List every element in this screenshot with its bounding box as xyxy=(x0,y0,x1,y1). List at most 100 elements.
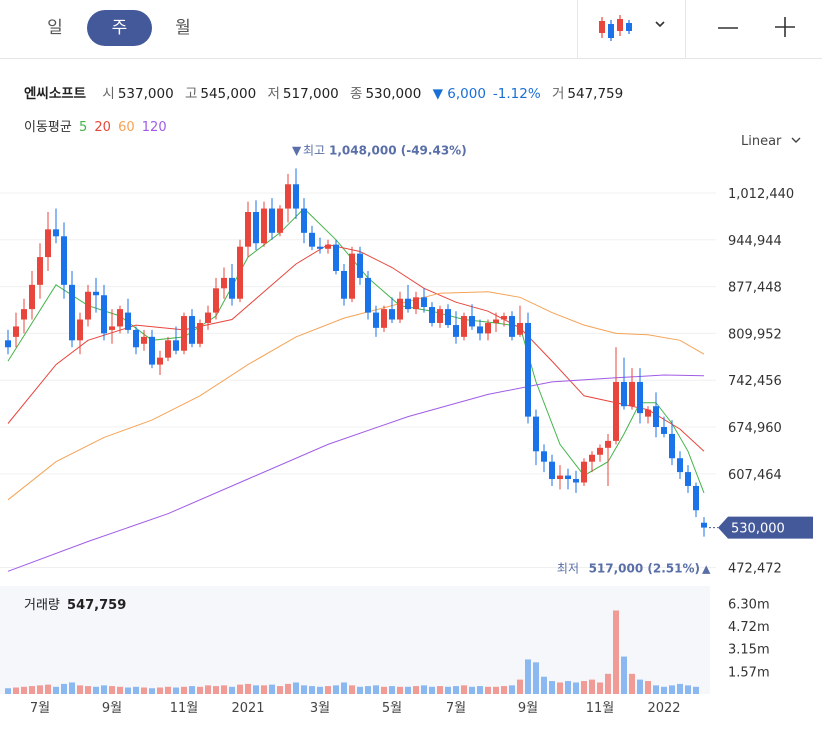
candle-body xyxy=(485,322,491,334)
x-tick-label: 11월 xyxy=(170,701,199,716)
candle-body xyxy=(125,312,131,330)
plus-icon[interactable] xyxy=(774,16,796,38)
volume-bar xyxy=(93,686,99,694)
candle-body xyxy=(85,291,91,320)
candle-body xyxy=(277,208,283,233)
tab-week[interactable]: 주 xyxy=(87,10,152,46)
volume-bar xyxy=(45,684,51,694)
volume-bar xyxy=(205,685,211,694)
volume-bar xyxy=(301,685,307,694)
x-tick-label: 9월 xyxy=(102,701,122,716)
volume-bar xyxy=(389,686,395,694)
candle xyxy=(325,239,331,254)
volume-bar xyxy=(453,686,459,694)
candle-body xyxy=(269,208,275,233)
candle xyxy=(117,305,123,334)
ma-5: 5 xyxy=(78,120,88,135)
close-label: 종 xyxy=(350,86,363,102)
candle-body xyxy=(613,381,619,441)
candle xyxy=(533,409,539,466)
volume-bar xyxy=(517,679,523,694)
moving-average-legend: 이동평균 5 20 60 120 xyxy=(24,116,170,135)
x-tick-label: 3월 xyxy=(310,701,330,716)
volume-bar xyxy=(229,686,235,694)
volume-label: 거 xyxy=(551,86,565,102)
candle xyxy=(85,284,91,327)
volume-bar xyxy=(373,685,379,694)
candle-body xyxy=(541,451,547,462)
ma-60: 60 xyxy=(118,120,135,135)
scale-label: Linear xyxy=(741,134,782,149)
minus-icon[interactable] xyxy=(716,18,740,38)
candle-body xyxy=(229,277,235,299)
candle xyxy=(229,264,235,306)
volume-label: 거래량 xyxy=(24,598,60,613)
volume-bar xyxy=(661,686,667,694)
volume-bar xyxy=(589,679,595,694)
candle-body xyxy=(645,409,651,417)
candle-body xyxy=(101,295,107,334)
volume-bar xyxy=(213,686,219,694)
tab-month[interactable]: 월 xyxy=(175,18,191,38)
candle xyxy=(549,454,555,486)
current-price-label: 530,000 xyxy=(731,522,785,537)
x-tick-label: 7월 xyxy=(446,701,466,716)
volume-header: 거래량 547,759 xyxy=(24,594,126,613)
max-label: 최고 xyxy=(303,143,325,157)
candle xyxy=(557,465,563,490)
candle xyxy=(13,312,19,348)
volume-bar xyxy=(405,686,411,694)
volume-bar xyxy=(397,686,403,694)
min-label: 최저 xyxy=(557,562,579,576)
candle xyxy=(53,208,59,244)
candle-body xyxy=(501,316,507,320)
candle xyxy=(357,246,363,285)
candle xyxy=(301,198,307,244)
candle-body xyxy=(117,309,123,327)
candle xyxy=(205,305,211,330)
candle xyxy=(581,458,587,486)
chevron-down-icon xyxy=(791,137,801,143)
candle-body xyxy=(77,319,83,341)
volume-bar xyxy=(501,686,507,694)
candle xyxy=(693,482,699,518)
candle-body xyxy=(589,454,595,462)
candle xyxy=(525,312,531,424)
volume-bar xyxy=(173,687,179,694)
y-tick-label: 607,464 xyxy=(728,468,782,483)
candle xyxy=(645,406,651,424)
toolbar-divider xyxy=(685,0,686,58)
volume-bar xyxy=(325,686,331,694)
candle-body xyxy=(357,253,363,278)
volume-tick-label: 1.57m xyxy=(728,665,770,680)
period-toolbar: 일 주 월 xyxy=(0,0,822,59)
candle-body xyxy=(405,298,411,310)
volume-total: 547,759 xyxy=(67,598,127,613)
volume-bar xyxy=(509,685,515,694)
candle xyxy=(245,201,251,258)
candle xyxy=(157,350,163,375)
tab-day[interactable]: 일 xyxy=(47,18,63,38)
candle xyxy=(373,305,379,337)
scale-selector[interactable]: Linear xyxy=(741,134,801,149)
volume-bar xyxy=(101,685,107,694)
volume-bar xyxy=(133,686,139,694)
stock-info: 엔씨소프트 시 537,000 고 545,000 저 517,000 종 530,00… xyxy=(24,82,630,102)
close-value: 530,000 xyxy=(365,86,422,102)
candle xyxy=(29,270,35,320)
volume-bar xyxy=(565,681,571,694)
candle xyxy=(285,173,291,223)
volume-bar xyxy=(197,686,203,694)
chevron-down-icon[interactable] xyxy=(653,16,667,30)
volume-bar xyxy=(333,685,339,694)
volume-bar xyxy=(37,685,43,694)
volume-bar xyxy=(549,681,555,694)
volume-bar xyxy=(445,686,451,694)
candle xyxy=(477,319,483,341)
candle-body xyxy=(373,312,379,328)
candle-body xyxy=(29,284,35,310)
current-price-badge xyxy=(718,516,813,539)
candle-body xyxy=(221,277,227,289)
candlestick-icon[interactable] xyxy=(597,14,633,44)
candle xyxy=(221,267,227,299)
